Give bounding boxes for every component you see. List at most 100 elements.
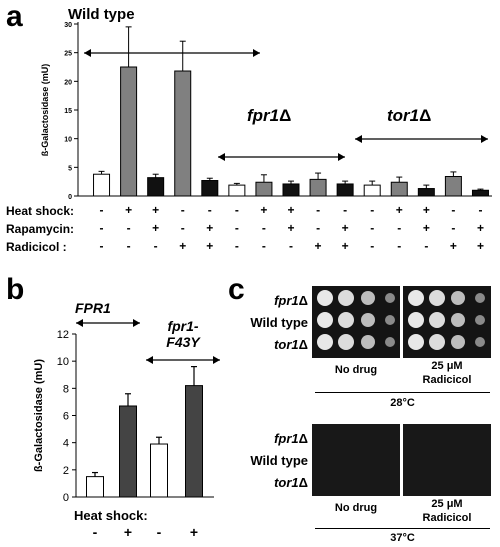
condition-sign-a: - — [181, 203, 185, 217]
y-tick-label-a: 15 — [64, 108, 72, 115]
row-label-radicicol: Radicicol : — [6, 240, 67, 254]
colony — [451, 291, 465, 305]
arrow-fpr1-wt-head-l — [76, 319, 83, 327]
label-fpr1-wt: FPR1 — [75, 300, 111, 316]
arrow-tor1-head-r — [481, 135, 488, 143]
bar-a — [363, 184, 381, 197]
bot-no-drug-label: No drug — [334, 502, 378, 514]
colony — [361, 335, 375, 349]
y-tick-label-b: 4 — [63, 438, 69, 450]
arrow-fpr1-f43y-head-l — [146, 356, 153, 364]
colony — [317, 334, 333, 350]
condition-sign-a: + — [179, 239, 186, 253]
arrow-fpr1-head-l — [218, 153, 225, 161]
condition-sign-a: + — [287, 221, 294, 235]
condition-sign-a: - — [208, 203, 212, 217]
condition-sign-a: - — [235, 239, 239, 253]
condition-sign-a: + — [342, 221, 349, 235]
condition-sign-a: + — [450, 239, 457, 253]
condition-sign-a: - — [478, 203, 482, 217]
colony — [338, 312, 354, 328]
condition-sign-a: - — [127, 221, 131, 235]
arrow-tor1-head-l — [355, 135, 362, 143]
bar-b — [119, 405, 137, 498]
y-tick-label-a: 5 — [68, 165, 72, 172]
colony — [385, 293, 395, 303]
condition-sign-a: + — [206, 221, 213, 235]
y-tick-label-a: 30 — [64, 22, 72, 29]
bar-a — [120, 66, 138, 197]
y-axis-title-b: ß-Galactosidase (mU) — [33, 359, 45, 472]
delta-symbol: Δ — [298, 431, 308, 446]
fpr1-text: fpr1 — [247, 106, 280, 125]
condition-sign-a: - — [289, 239, 293, 253]
condition-sign-a: - — [343, 203, 347, 217]
colony — [385, 337, 395, 347]
condition-sign-a: + — [206, 239, 213, 253]
condition-sign-a: + — [152, 203, 159, 217]
condition-sign-a: + — [423, 221, 430, 235]
condition-sign-a: - — [424, 239, 428, 253]
top-drug-label-2: Radicicol — [422, 374, 472, 386]
condition-sign-a: + — [396, 203, 403, 217]
y-axis-title-a: ß-Galactosidase (mU) — [40, 64, 50, 157]
arrow-fpr1-wt-head-r — [133, 319, 140, 327]
condition-sign-a: - — [370, 221, 374, 235]
y-tick-label-b: 8 — [63, 383, 69, 395]
chart-b: 0 2 4 6 8 10 12 ß-Galactosidase (mU) — [33, 319, 220, 504]
colony — [408, 334, 424, 350]
condition-sign-a: - — [154, 239, 158, 253]
colony — [385, 315, 395, 325]
chart-a: 0 5 10 15 20 25 30 ß-Galactosidase (mU) - + + - - - + +… — [40, 22, 492, 253]
colony — [338, 334, 354, 350]
cond-b-4: + — [189, 524, 199, 540]
arrow-wild-type-head-r — [253, 49, 260, 57]
colony — [317, 290, 333, 306]
colony — [429, 290, 445, 306]
temp-37: 37°C — [390, 532, 415, 544]
condition-sign-a: - — [397, 239, 401, 253]
condition-sign-a: - — [100, 239, 104, 253]
cond-b-3: - — [156, 524, 162, 540]
condition-sign-a: - — [370, 239, 374, 253]
row-label-heat-shock-b: Heat shock: — [74, 508, 148, 523]
arrow-fpr1-head-r — [338, 153, 345, 161]
panel-letter-c: c — [228, 273, 245, 306]
y-tick-label-b: 6 — [63, 411, 69, 423]
bot-divider — [315, 528, 490, 529]
delta-symbol: Δ — [279, 106, 292, 125]
colony — [429, 334, 445, 350]
condition-sign-a: + — [477, 239, 484, 253]
condition-sign-a: - — [397, 221, 401, 235]
colony — [408, 312, 424, 328]
bot-drug-label-2: Radicicol — [422, 512, 472, 524]
colony — [475, 293, 485, 303]
colony — [408, 290, 424, 306]
condition-sign-a: - — [235, 221, 239, 235]
panel-letter-a: a — [6, 0, 23, 33]
tor1-text: tor1 — [387, 106, 420, 125]
cond-b-2: + — [123, 524, 133, 540]
condition-sign-a: + — [125, 203, 132, 217]
condition-sign-a: - — [181, 221, 185, 235]
temp-28: 28°C — [390, 397, 415, 409]
condition-sign-a: - — [451, 203, 455, 217]
y-tick-label-a: 0 — [68, 194, 72, 201]
bar-b — [185, 385, 203, 498]
y-tick-label-a: 25 — [64, 51, 72, 58]
bar-a — [255, 181, 273, 197]
strain-bot-wt: Wild type — [250, 453, 308, 468]
colony — [317, 312, 333, 328]
strain-text: tor1 — [274, 475, 299, 490]
bar-b — [150, 443, 168, 498]
condition-sign-a: - — [262, 221, 266, 235]
y-tick-label-b: 2 — [63, 465, 69, 477]
condition-sign-a: + — [423, 203, 430, 217]
condition-sign-a: - — [100, 203, 104, 217]
delta-symbol: Δ — [298, 475, 308, 490]
top-no-drug-label: No drug — [334, 364, 378, 376]
row-label-heat-shock: Heat shock: — [6, 204, 75, 218]
bar-a — [147, 177, 165, 197]
condition-sign-a: + — [315, 239, 322, 253]
condition-sign-a: + — [260, 203, 267, 217]
